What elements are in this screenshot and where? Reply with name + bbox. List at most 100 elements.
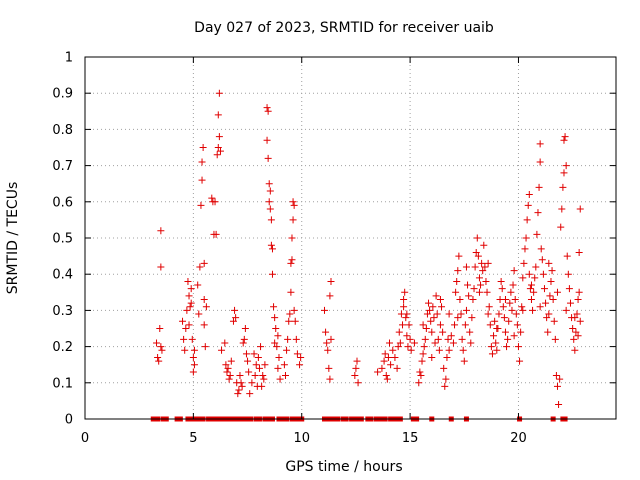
data-point: [258, 382, 266, 390]
data-point: [426, 306, 434, 314]
data-point: [487, 343, 495, 351]
data-point: [510, 332, 518, 340]
data-point: [462, 263, 470, 271]
data-point: [507, 288, 515, 296]
data-point: [252, 361, 260, 369]
data-point: [480, 241, 488, 249]
y-tick-label: 0.5: [52, 232, 73, 247]
data-point: [422, 325, 430, 332]
data-point: [415, 379, 423, 387]
data-point: [572, 328, 580, 336]
data-point: [265, 180, 273, 188]
data-point: [246, 390, 254, 398]
data-point: [197, 201, 205, 209]
data-point: [493, 325, 501, 332]
data-point: [423, 310, 431, 318]
data-point: [500, 314, 508, 322]
data-point: [195, 310, 203, 318]
data-point: [497, 277, 505, 285]
data-point: [267, 241, 275, 249]
data-point: [492, 339, 500, 347]
data-point: [458, 335, 466, 343]
data-point: [516, 357, 524, 365]
data-point: [521, 245, 529, 253]
data-point: [499, 303, 507, 311]
data-point: [491, 317, 499, 325]
data-point: [241, 325, 249, 332]
data-point: [467, 339, 475, 347]
data-point: [289, 198, 297, 206]
data-point: [573, 310, 581, 318]
data-point: [153, 339, 161, 347]
data-point: [452, 288, 460, 296]
data-point: [391, 353, 399, 361]
data-point: [271, 339, 279, 347]
data-point: [266, 187, 274, 195]
plot-frame: [84, 56, 617, 420]
data-point: [460, 357, 468, 365]
data-point: [566, 299, 574, 307]
data-point: [445, 346, 453, 354]
data-point: [504, 335, 512, 343]
data-point: [405, 321, 413, 329]
data-point: [457, 310, 465, 318]
data-point: [196, 263, 204, 271]
data-point: [179, 317, 187, 325]
y-tick-label: 0.8: [52, 123, 73, 138]
data-point: [393, 364, 401, 372]
data-point: [380, 357, 388, 365]
data-point: [287, 288, 295, 296]
data-point: [420, 343, 428, 351]
data-point: [215, 133, 223, 141]
data-point: [291, 317, 299, 325]
data-point: [552, 372, 560, 380]
data-point: [401, 288, 409, 296]
data-point: [447, 332, 455, 340]
data-point: [194, 281, 202, 289]
data-point: [542, 299, 550, 307]
data-point: [382, 372, 390, 380]
data-point: [274, 364, 282, 372]
data-point: [511, 296, 519, 304]
data-point: [157, 227, 165, 235]
data-point: [387, 361, 395, 369]
data-point: [257, 343, 265, 351]
data-point: [482, 277, 490, 285]
data-point: [386, 339, 394, 347]
data-point: [244, 357, 252, 365]
data-point: [472, 248, 480, 256]
y-tick-label: 0.3: [52, 304, 73, 319]
data-point: [239, 339, 247, 347]
data-point: [576, 205, 584, 213]
data-point: [202, 303, 210, 311]
data-point: [443, 353, 451, 361]
data-point: [199, 144, 207, 151]
data-point: [185, 321, 193, 329]
data-point: [200, 296, 208, 304]
data-point: [293, 350, 301, 358]
data-point: [530, 288, 538, 296]
data-point: [456, 296, 464, 304]
data-point: [186, 303, 194, 311]
y-tick-label: 1: [65, 51, 73, 66]
data-point: [522, 234, 530, 242]
data-point: [425, 299, 433, 307]
data-point: [237, 379, 245, 387]
data-point: [260, 375, 268, 383]
data-point: [440, 364, 448, 372]
data-point: [575, 288, 583, 296]
data-point: [273, 343, 281, 351]
data-point: [215, 89, 223, 97]
data-point: [563, 252, 571, 260]
data-point: [281, 372, 289, 380]
data-point: [406, 335, 414, 343]
data-point: [488, 350, 496, 358]
data-point: [266, 205, 274, 213]
data-point: [259, 372, 267, 380]
data-point: [187, 285, 195, 293]
data-point: [470, 285, 478, 293]
data-point: [263, 136, 271, 144]
data-point: [474, 252, 482, 260]
data-point: [512, 310, 520, 318]
data-point: [479, 267, 487, 275]
